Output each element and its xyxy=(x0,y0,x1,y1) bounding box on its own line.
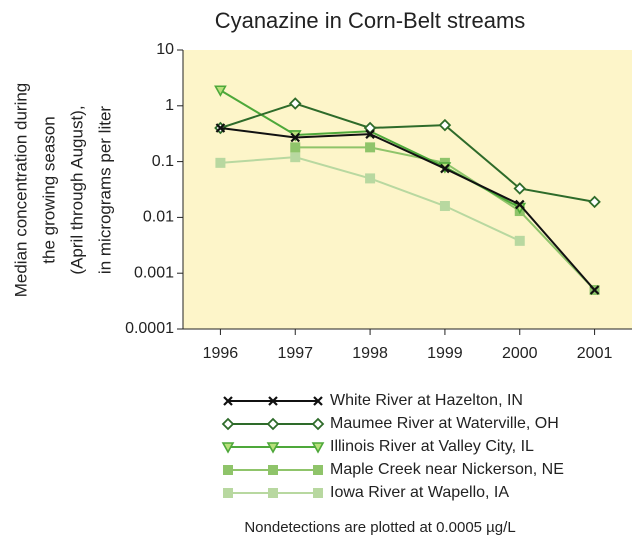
y-axis-label: the growing season xyxy=(39,116,58,263)
marker xyxy=(365,142,376,153)
x-tick-label: 1999 xyxy=(427,345,463,362)
x-tick-label: 1997 xyxy=(277,345,313,362)
marker xyxy=(268,465,278,475)
y-axis-label: (April through August), xyxy=(67,105,86,274)
marker xyxy=(268,396,278,406)
marker xyxy=(439,201,450,212)
marker xyxy=(365,173,376,184)
y-axis-label: Median concentration during xyxy=(11,83,30,298)
marker xyxy=(514,199,525,210)
marker xyxy=(588,195,601,209)
legend-label: Maple Creek near Nickerson, NE xyxy=(330,461,564,478)
marker xyxy=(290,132,301,143)
chart-title: Cyanazine in Corn-Belt streams xyxy=(215,8,526,33)
marker xyxy=(365,129,375,139)
x-tick-label: 1996 xyxy=(203,345,239,362)
marker xyxy=(290,142,301,153)
marker xyxy=(223,396,233,406)
y-tick-label: 0.0001 xyxy=(125,320,174,337)
legend-label: Iowa River at Wapello, IA xyxy=(330,484,509,501)
marker xyxy=(313,396,323,406)
marker xyxy=(311,442,325,454)
marker xyxy=(514,235,525,246)
marker xyxy=(440,163,450,174)
marker xyxy=(288,97,302,110)
marker xyxy=(221,442,235,454)
marker xyxy=(266,442,280,454)
marker xyxy=(223,488,233,498)
y-axis-label: in micrograms per liter xyxy=(95,106,114,274)
marker xyxy=(311,417,325,431)
y-tick-label: 1 xyxy=(165,97,174,114)
marker xyxy=(215,157,226,168)
legend-label: Illinois River at Valley City, IL xyxy=(330,438,534,455)
marker xyxy=(313,488,323,498)
y-tick-label: 0.1 xyxy=(152,153,174,170)
marker xyxy=(223,465,233,475)
marker xyxy=(513,182,527,195)
series-line xyxy=(220,102,595,203)
y-tick-label: 10 xyxy=(156,41,174,58)
y-tick-label: 0.01 xyxy=(143,209,174,226)
marker xyxy=(290,152,301,163)
marker xyxy=(266,417,280,431)
legend-label: Maumee River at Waterville, OH xyxy=(330,415,559,432)
marker xyxy=(313,465,323,475)
x-tick-label: 1998 xyxy=(352,345,388,362)
marker xyxy=(438,118,452,132)
marker xyxy=(221,417,235,431)
marker xyxy=(268,488,278,498)
x-tick-label: 2000 xyxy=(502,345,538,362)
plot-area xyxy=(183,50,632,329)
marker xyxy=(589,285,600,295)
marker xyxy=(214,85,227,97)
y-tick-label: 0.001 xyxy=(134,264,174,281)
footnote: Nondetections are plotted at 0.0005 µg/L xyxy=(244,519,515,536)
x-tick-label: 2001 xyxy=(577,345,613,362)
series-line xyxy=(220,127,596,291)
legend-label: White River at Hazelton, IN xyxy=(330,392,523,409)
marker xyxy=(215,123,226,133)
